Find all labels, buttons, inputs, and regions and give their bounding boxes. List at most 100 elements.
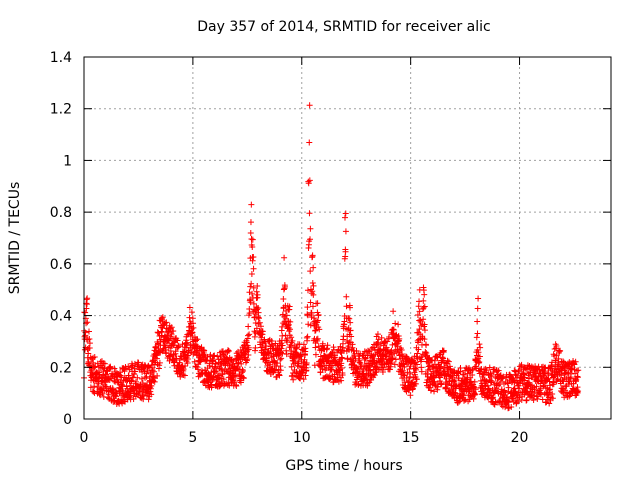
data-point — [252, 344, 259, 351]
data-point — [293, 344, 300, 351]
data-point — [247, 230, 254, 237]
data-point — [277, 356, 284, 363]
data-point — [284, 335, 291, 342]
data-point — [347, 319, 354, 326]
data-point — [444, 357, 451, 364]
data-point — [184, 339, 191, 346]
data-point — [278, 345, 285, 352]
data-point — [216, 383, 223, 390]
y-tick-label: 0.2 — [50, 360, 72, 376]
data-point — [254, 291, 261, 298]
data-point — [128, 377, 135, 384]
data-point — [156, 349, 163, 356]
data-point — [143, 373, 150, 380]
data-point — [168, 331, 175, 338]
data-point — [245, 332, 252, 339]
data-point — [364, 380, 371, 387]
data-point — [285, 321, 292, 328]
data-point — [371, 372, 378, 379]
data-point — [304, 333, 311, 340]
data-point — [486, 364, 493, 371]
data-point — [469, 371, 476, 378]
data-point — [154, 372, 161, 379]
data-point — [413, 376, 420, 383]
data-point — [551, 346, 558, 353]
data-point — [246, 331, 253, 338]
data-point — [168, 324, 175, 331]
data-point — [420, 297, 427, 304]
data-point — [254, 314, 261, 321]
data-point — [231, 379, 238, 386]
data-point — [148, 391, 155, 398]
data-point — [121, 368, 128, 375]
data-point — [246, 310, 253, 317]
data-point — [360, 366, 367, 373]
data-point — [311, 315, 318, 322]
data-point — [413, 366, 420, 373]
data-point — [389, 326, 396, 333]
data-points — [81, 102, 582, 412]
data-point — [307, 268, 314, 275]
data-point — [180, 371, 187, 378]
data-point — [545, 370, 552, 377]
data-point — [568, 370, 575, 377]
data-point — [471, 391, 478, 398]
data-point — [305, 321, 312, 328]
data-point — [353, 364, 360, 371]
data-point — [555, 361, 562, 368]
data-point — [361, 375, 368, 382]
data-point — [309, 288, 316, 295]
data-point — [302, 345, 309, 352]
data-point — [304, 311, 311, 318]
data-point — [225, 348, 232, 355]
data-point — [254, 282, 261, 289]
data-point — [104, 394, 111, 401]
data-point — [251, 333, 258, 340]
data-point — [341, 214, 348, 221]
data-point — [515, 398, 522, 405]
data-point — [306, 102, 313, 109]
data-point — [250, 300, 257, 307]
data-point — [486, 389, 493, 396]
data-point — [575, 388, 582, 395]
data-point — [420, 316, 427, 323]
data-point — [314, 300, 321, 307]
data-point — [133, 378, 140, 385]
data-point — [249, 290, 256, 297]
data-point — [304, 287, 311, 294]
data-point — [86, 335, 93, 342]
data-point — [206, 362, 213, 369]
data-point — [364, 376, 371, 383]
data-point — [366, 362, 373, 369]
data-point — [103, 367, 110, 374]
data-point — [549, 395, 556, 402]
data-point — [538, 391, 545, 398]
x-tick-label: 0 — [80, 430, 89, 446]
data-point — [349, 341, 356, 348]
data-point — [289, 337, 296, 344]
data-point — [153, 355, 160, 362]
data-point — [387, 348, 394, 355]
data-point — [304, 304, 311, 311]
data-point — [240, 375, 247, 382]
data-point — [286, 303, 293, 310]
data-point — [118, 381, 125, 388]
data-point — [414, 361, 421, 368]
data-point — [474, 318, 481, 325]
data-point — [88, 367, 95, 374]
data-point — [342, 248, 349, 255]
data-point — [159, 324, 166, 331]
data-point — [184, 331, 191, 338]
data-point — [91, 389, 98, 396]
data-point — [254, 306, 261, 313]
data-point — [91, 353, 98, 360]
data-point — [87, 384, 94, 391]
data-point — [188, 309, 195, 316]
data-point — [473, 352, 480, 359]
data-point — [174, 337, 181, 344]
data-point — [126, 393, 133, 400]
data-point — [250, 284, 257, 291]
data-point — [158, 329, 165, 336]
data-point — [533, 383, 540, 390]
